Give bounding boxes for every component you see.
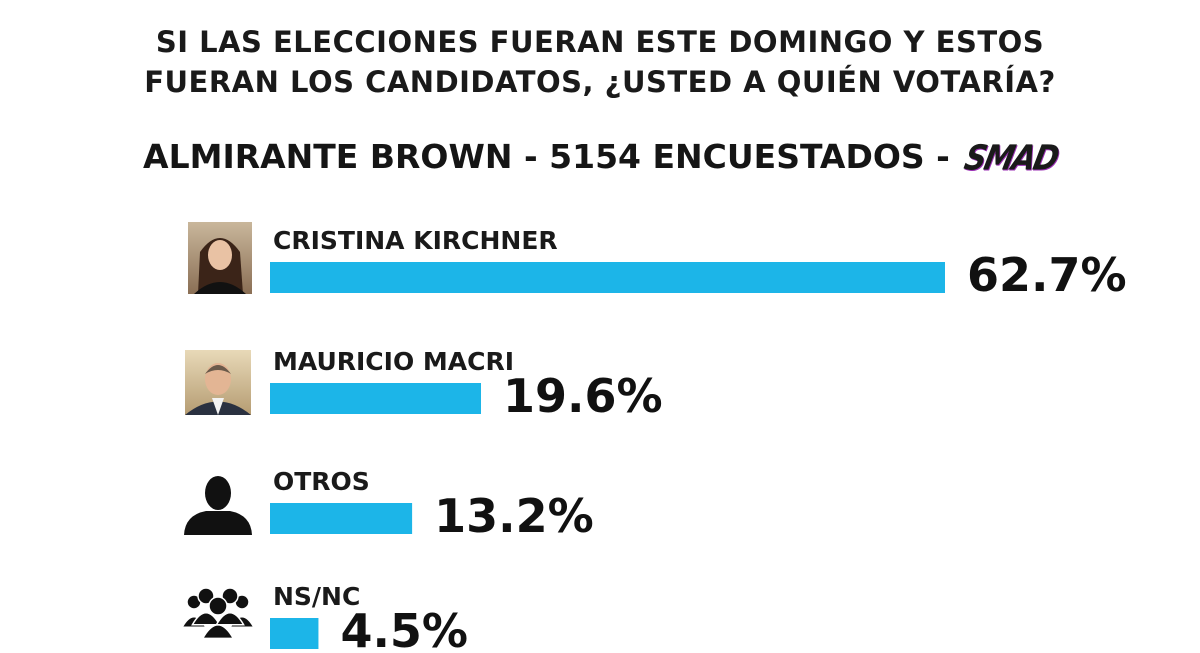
value-label: 62.7%: [967, 248, 1127, 302]
value-label: 13.2%: [434, 489, 594, 543]
category-label: MAURICIO MACRI: [273, 347, 514, 376]
category-label: OTROS: [273, 467, 370, 496]
group-people-icon: [180, 587, 256, 640]
category-label: CRISTINA KIRCHNER: [273, 226, 558, 255]
photo-man-icon: [185, 350, 251, 415]
category-label: NS/NC: [273, 582, 360, 611]
subtitle-text: ALMIRANTE BROWN - 5154 ENCUESTADOS -: [143, 137, 950, 176]
bar: [270, 262, 945, 293]
value-label: 19.6%: [503, 369, 663, 423]
chart-subtitle: ALMIRANTE BROWN - 5154 ENCUESTADOS - SMA…: [0, 137, 1200, 178]
bar: [270, 618, 319, 649]
person-silhouette-icon: [184, 476, 252, 535]
bar: [270, 383, 482, 414]
photo-woman-icon: [188, 222, 252, 294]
value-label: 4.5%: [340, 604, 468, 653]
question-line-2: FUERAN LOS CANDIDATOS, ¿USTED A QUIÉN VO…: [144, 65, 1056, 99]
bar: [270, 503, 413, 534]
question-line-1: SI LAS ELECCIONES FUERAN ESTE DOMINGO Y …: [155, 25, 1045, 59]
